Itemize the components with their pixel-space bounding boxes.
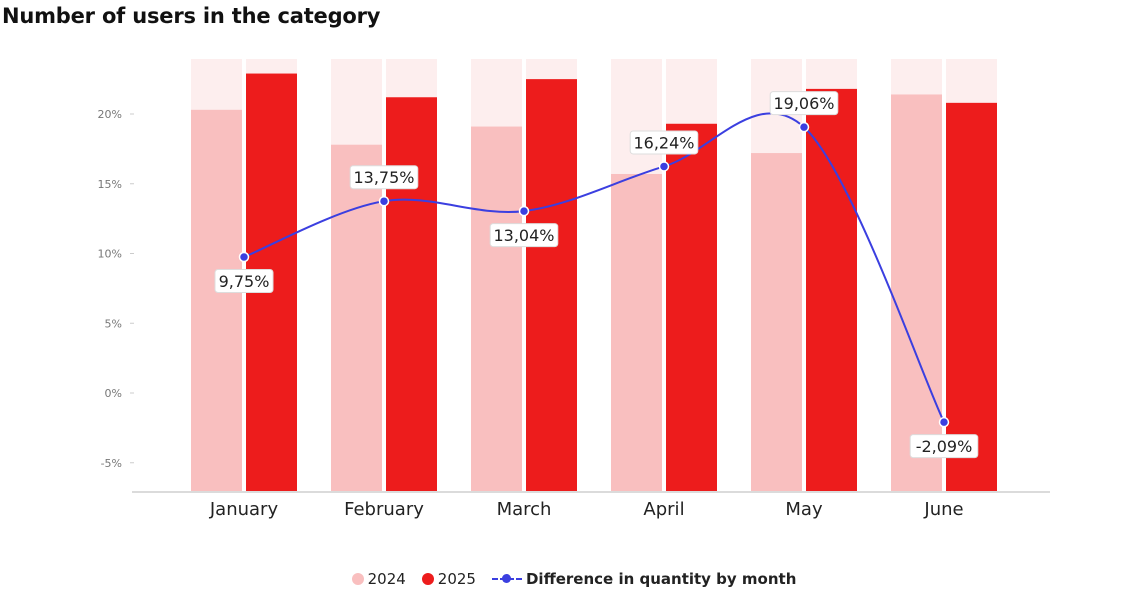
x-tick-label: June — [923, 499, 963, 520]
x-tick-label: May — [785, 499, 823, 520]
data-label: 13,75% — [353, 168, 414, 187]
legend-item-difference[interactable]: Difference in quantity by month — [491, 570, 797, 588]
bar-2024[interactable] — [891, 94, 942, 491]
difference-line: 9,75% 13,75% 13,04% 16,24% 19,06% -2,09% — [214, 91, 979, 459]
difference-point[interactable] — [518, 205, 530, 217]
data-label-box — [214, 268, 274, 293]
legend-swatch-2025 — [421, 573, 434, 585]
data-label-box — [629, 130, 699, 155]
legend-swatch-difference — [491, 573, 522, 585]
legend-item-2025[interactable]: 2025 — [421, 570, 476, 588]
bar-2025[interactable] — [666, 123, 717, 491]
y-tick-label: 0% — [105, 387, 122, 400]
bar-2025[interactable] — [806, 88, 857, 491]
data-label-box — [769, 91, 839, 116]
y-tick-label: -5% — [101, 457, 122, 470]
bar-2024[interactable] — [191, 109, 242, 491]
bar-2024[interactable] — [471, 126, 522, 492]
y-tick-label: 10% — [98, 248, 122, 261]
bar-2024[interactable] — [611, 173, 662, 492]
difference-point[interactable] — [798, 121, 810, 133]
bar-2024[interactable] — [331, 144, 382, 491]
chart: January February March April May June -5% 0% 5% 1… — [98, 59, 1050, 520]
data-label-box — [489, 223, 559, 248]
legend-swatch-2024 — [351, 573, 364, 585]
data-label: 9,75% — [219, 272, 270, 291]
bars — [191, 73, 997, 492]
data-label-box — [349, 165, 419, 190]
chart-title: Number of users in the category — [2, 4, 381, 28]
legend-label-difference: Difference in quantity by month — [525, 570, 797, 588]
y-tick-label: 20% — [98, 108, 122, 121]
legend-item-2024[interactable]: 2024 — [351, 570, 406, 588]
bar-2025[interactable] — [526, 79, 577, 491]
y-tick-label: 5% — [105, 317, 122, 330]
bar-backgrounds — [191, 59, 997, 491]
x-tick-label: February — [344, 499, 424, 520]
legend-label-2024: 2024 — [367, 570, 406, 588]
bar-2025[interactable] — [946, 102, 997, 491]
difference-point[interactable] — [938, 416, 950, 428]
axes: January February March April May June -5% 0% 5% 1… — [98, 108, 1050, 520]
bar-2024[interactable] — [751, 153, 802, 491]
data-label: -2,09% — [916, 437, 973, 456]
difference-point[interactable] — [658, 161, 670, 172]
difference-point[interactable] — [378, 195, 390, 207]
legend: 2024 2025 Difference in quantity by mont… — [0, 570, 1148, 588]
x-tick-label: March — [497, 499, 552, 520]
x-tick-label: April — [643, 499, 684, 520]
legend-label-2025: 2025 — [437, 570, 476, 588]
data-label: 19,06% — [773, 94, 834, 113]
bar-2025[interactable] — [386, 97, 437, 491]
x-tick-label: January — [209, 499, 279, 520]
y-tick-label: 15% — [98, 178, 122, 191]
data-label: 13,04% — [493, 226, 554, 245]
difference-point[interactable] — [238, 251, 250, 263]
data-label-box — [909, 434, 979, 459]
data-label: 16,24% — [633, 133, 694, 152]
